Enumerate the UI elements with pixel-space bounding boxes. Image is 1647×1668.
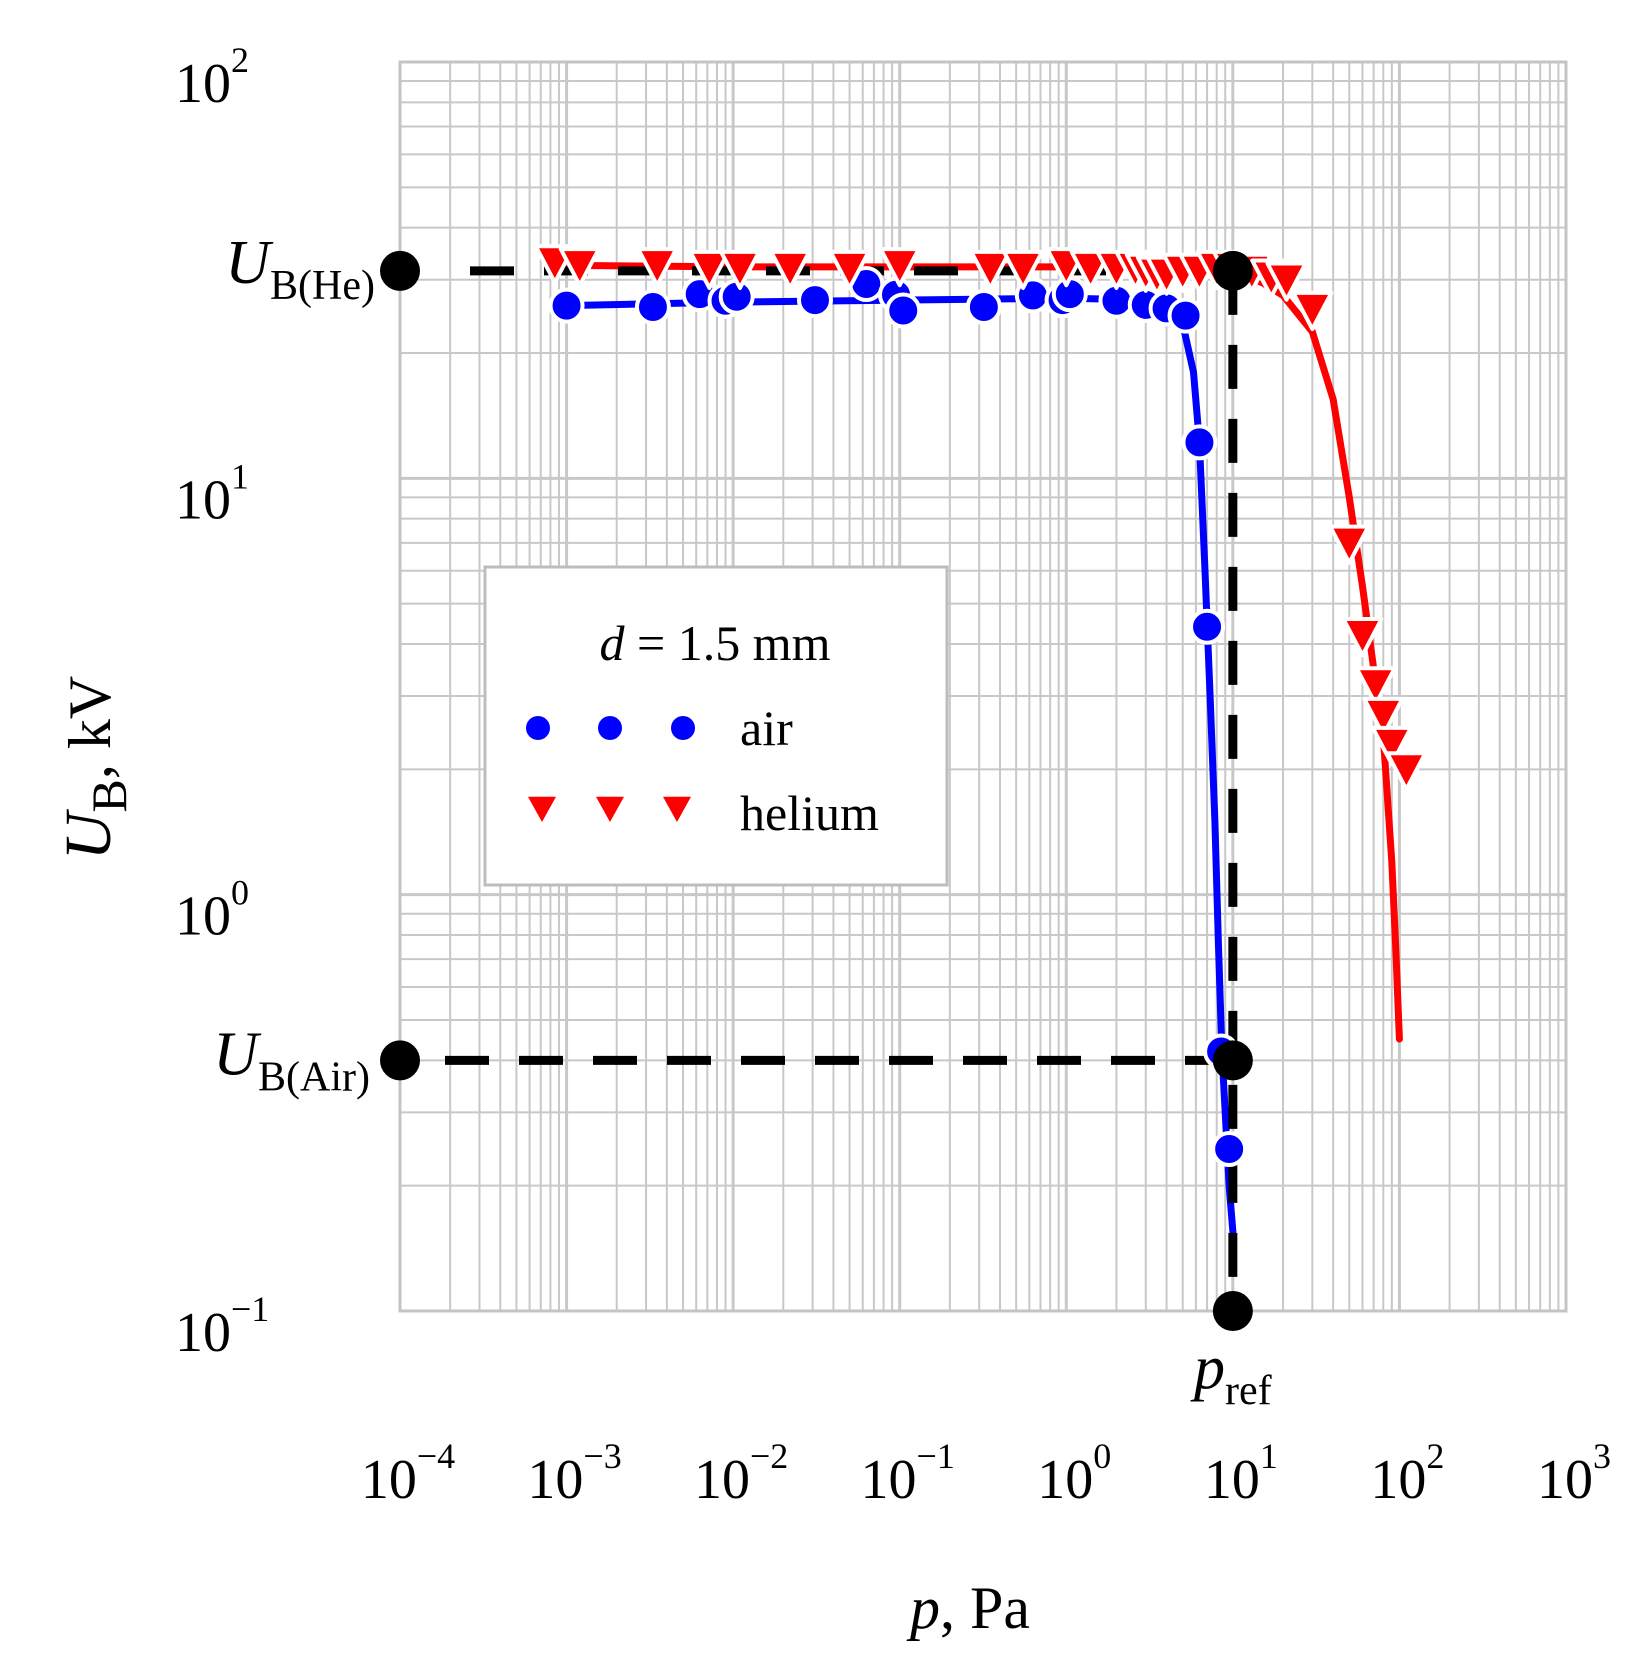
- air-data-point: [634, 288, 671, 325]
- legend-air-marker: [671, 716, 695, 740]
- legend-air-marker: [598, 716, 622, 740]
- ub-air-label: UB(Air): [213, 1020, 370, 1100]
- helium-data-point: [1354, 666, 1397, 707]
- y-tick-label: 102: [175, 40, 249, 115]
- reference-labels: UB(He) UB(Air) pref: [213, 229, 1271, 1414]
- y-tick-label: 10−1: [175, 1289, 269, 1364]
- axis-ticks: 10−4 10−3 10−2 10−1 100 101 102 103 102 101 100 10−…: [175, 40, 1611, 1511]
- helium-data-point: [878, 247, 921, 288]
- helium-data-point: [828, 249, 871, 290]
- helium-data-point: [636, 247, 679, 288]
- legend-helium-marker: [596, 796, 624, 822]
- p-ref-label: pref: [1190, 1334, 1272, 1414]
- x-tick-label: 100: [1037, 1436, 1111, 1511]
- air-data-point: [1211, 1130, 1248, 1167]
- x-tick-label: 102: [1370, 1436, 1444, 1511]
- legend-helium-markers: [528, 796, 691, 822]
- ub-air-ref-dot: [1212, 1040, 1253, 1081]
- plot-frame: [398, 60, 1568, 1313]
- legend-helium-marker: [528, 796, 556, 822]
- ub-he-axis-dot: [380, 250, 420, 291]
- air-data-point: [885, 292, 922, 329]
- legend-box: [483, 565, 949, 887]
- x-tick-label: 10−3: [527, 1436, 621, 1511]
- x-tick-label: 103: [1537, 1436, 1611, 1511]
- legend-helium-marker: [663, 796, 691, 822]
- helium-data-point: [1002, 249, 1045, 290]
- air-data-point: [1051, 276, 1088, 313]
- legend: d = 1.5 mm air helium: [483, 565, 949, 887]
- ub-he-ref-dot: [1212, 250, 1253, 291]
- helium-data-point: [969, 249, 1012, 290]
- x-tick-label: 10−1: [861, 1436, 955, 1511]
- ub-he-label: UB(He): [225, 229, 375, 309]
- helium-data-point: [1291, 290, 1334, 332]
- x-tick-label: 101: [1204, 1436, 1278, 1511]
- legend-label-helium: helium: [740, 785, 879, 841]
- p-ref-axis-dot: [1212, 1291, 1253, 1331]
- x-tick-label: 10−4: [361, 1436, 455, 1511]
- helium-data-point: [1341, 617, 1384, 658]
- helium-data-point: [558, 247, 601, 288]
- helium-data-point: [688, 249, 731, 290]
- x-axis-label: p, Pa: [906, 1575, 1030, 1641]
- legend-air-markers: [526, 716, 695, 740]
- data-markers: [380, 244, 1428, 1331]
- legend-label-air: air: [740, 700, 793, 756]
- helium-data-point: [1370, 725, 1413, 767]
- air-data-point: [1181, 424, 1218, 461]
- legend-title: d = 1.5 mm: [600, 615, 831, 671]
- y-axis-label: UB, kV: [52, 676, 137, 860]
- y-tick-label: 100: [175, 873, 249, 948]
- helium-data-point: [1265, 261, 1308, 302]
- ub-air-axis-dot: [380, 1040, 420, 1081]
- air-data-point: [796, 282, 833, 319]
- legend-air-marker: [526, 716, 550, 740]
- helium-data-point: [1385, 751, 1428, 792]
- air-data-point: [1167, 297, 1204, 334]
- air-data-point: [1189, 608, 1226, 645]
- x-tick-label: 10−2: [694, 1436, 788, 1511]
- helium-data-point: [1362, 696, 1405, 738]
- helium-data-point: [769, 249, 812, 290]
- air-data-point: [965, 288, 1002, 325]
- helium-data-point: [719, 249, 762, 290]
- air-data-point: [548, 287, 585, 324]
- y-tick-label: 101: [175, 456, 249, 531]
- helium-data-point: [1328, 524, 1371, 565]
